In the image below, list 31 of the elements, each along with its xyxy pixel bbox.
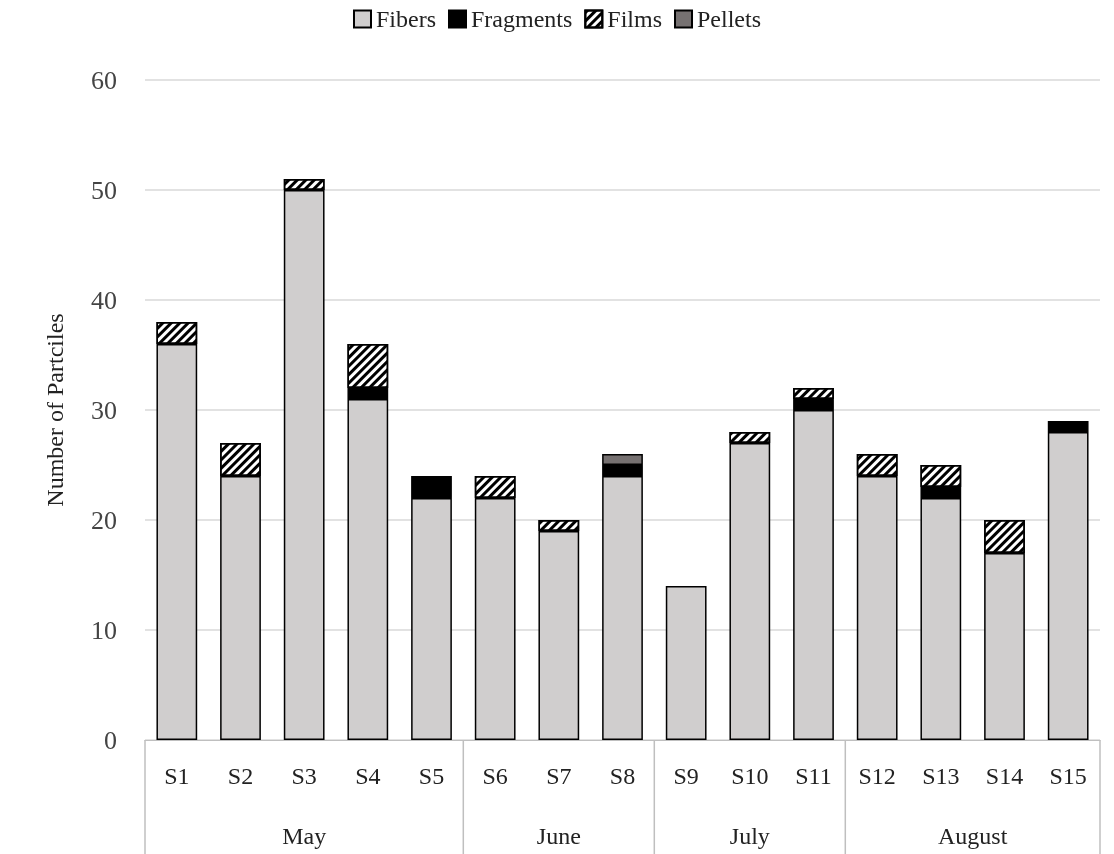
x-tick-label: S2: [227, 763, 254, 789]
x-tick-label: S15: [1049, 763, 1087, 789]
y-tick-label: 30: [91, 395, 117, 425]
x-tick-label: S13: [922, 763, 960, 789]
x-tick-label: S5: [418, 763, 445, 789]
x-tick-label: S8: [609, 763, 636, 789]
x-tick-label: S11: [795, 763, 832, 789]
text: May: [282, 823, 327, 849]
x-tick-label: S4: [355, 763, 381, 789]
y-tick-label: 40: [91, 285, 117, 315]
y-tick-label: 50: [91, 175, 117, 205]
x-tick-label: S10: [731, 763, 769, 789]
x-tick-label: S12: [858, 763, 896, 789]
y-tick-label: 60: [91, 65, 117, 95]
y-tick-label: 10: [91, 615, 117, 645]
y-tick-label: 20: [91, 505, 117, 535]
x-tick-label: S1: [164, 763, 190, 789]
x-tick-label: S14: [985, 763, 1024, 789]
text: June: [536, 823, 581, 849]
y-axis-title: Number of Partciles: [42, 313, 68, 507]
text: July: [729, 823, 770, 849]
text: August: [937, 823, 1008, 849]
x-tick-label: S3: [291, 763, 317, 789]
x-tick-label: S9: [673, 763, 699, 789]
y-tick-label: 0: [104, 725, 117, 755]
x-tick-label: S7: [546, 763, 572, 789]
legend-label: Fibers: [376, 6, 436, 32]
x-tick-label: S6: [482, 763, 508, 789]
legend-label: Pellets: [697, 6, 762, 32]
legend-label: Films: [607, 6, 663, 32]
legend-label: Fragments: [471, 6, 573, 32]
